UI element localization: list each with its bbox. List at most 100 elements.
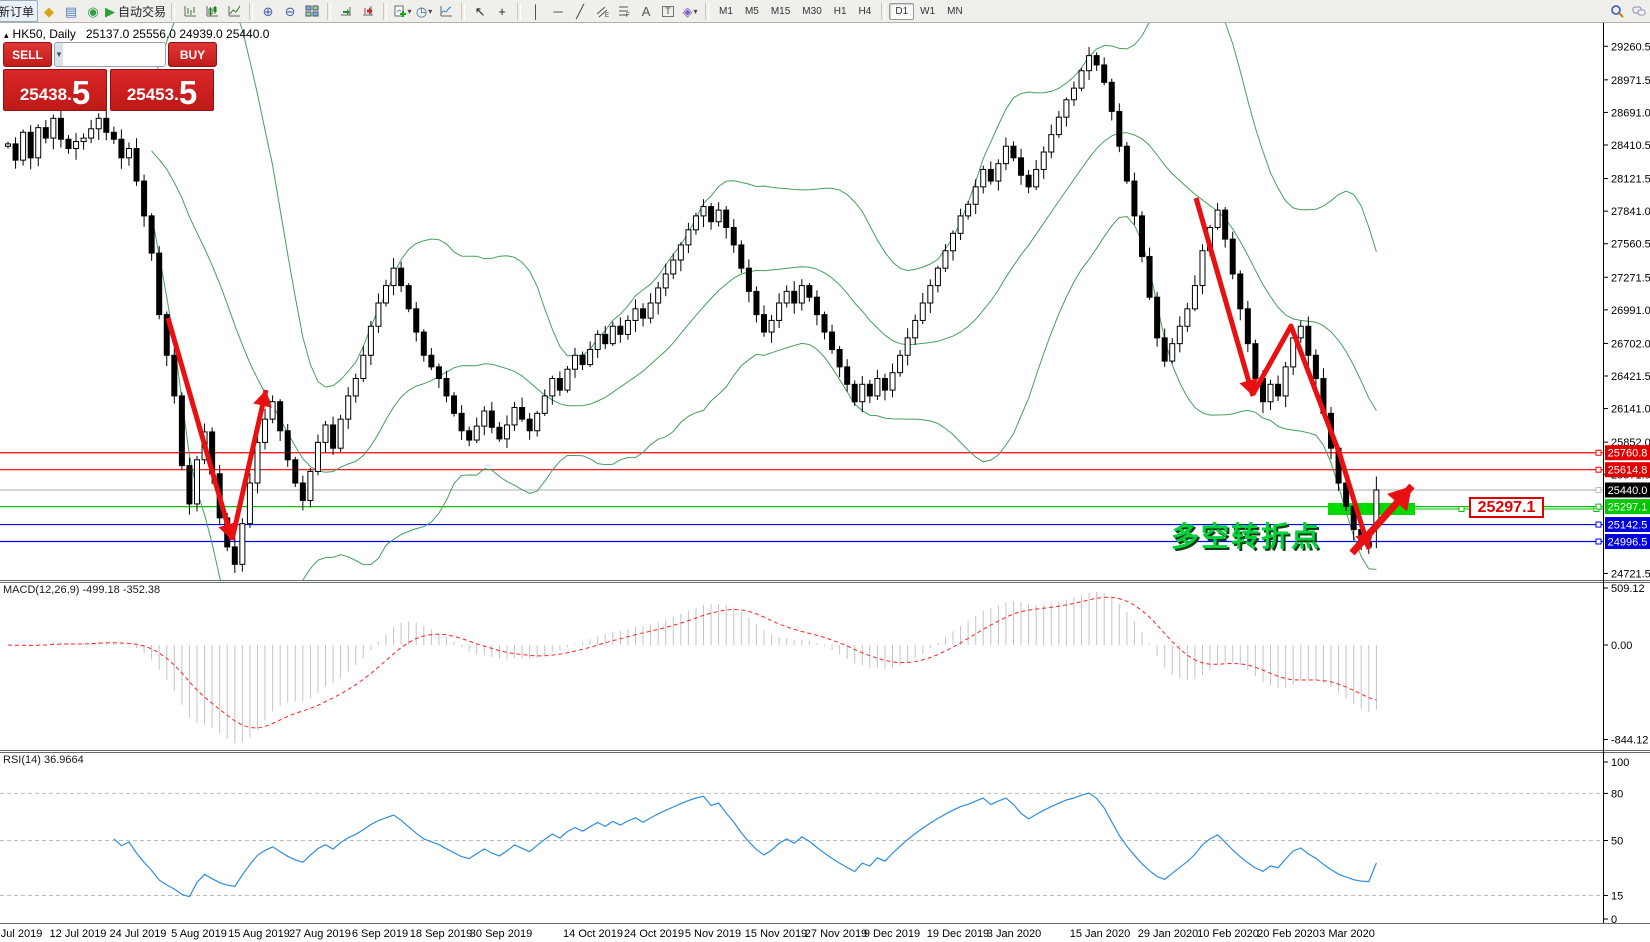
signal-icon[interactable]: ◉ <box>82 0 104 22</box>
trend-arrows[interactable] <box>165 197 1415 556</box>
price-axis[interactable]: 29260.5 28971.5 28691.0 28410.5 28121.5 27841… <box>1595 41 1650 926</box>
text-label-button[interactable]: T <box>657 0 679 22</box>
horizontal-line-button[interactable]: ─ <box>547 0 569 22</box>
date-tick-label: 19 Dec 2019 <box>927 928 989 940</box>
macd-histogram <box>15 592 1377 744</box>
svg-text:27271.5: 27271.5 <box>1611 272 1650 284</box>
sell-price-big: 5 <box>71 73 91 111</box>
toolbar-separator <box>249 2 254 20</box>
line-chart-button[interactable] <box>223 0 245 22</box>
trendline-icon: ╱ <box>576 3 584 19</box>
svg-text:E: E <box>605 13 609 18</box>
price-tag-25440.0: 25440.0 <box>1605 482 1650 498</box>
autotrading-button-label: 自动交易 <box>118 4 167 19</box>
candlestick-chart-button[interactable] <box>201 0 223 22</box>
timeframe-H4-button[interactable]: H4 <box>858 5 872 17</box>
tile-windows-button[interactable] <box>301 0 323 22</box>
bars-icon <box>184 6 197 17</box>
new-chart-button[interactable]: ▾ <box>391 0 413 22</box>
collapse-quote-icon[interactable]: ▴ <box>4 30 9 40</box>
timeframe-M1-button[interactable]: M1 <box>719 5 733 17</box>
svg-text:100: 100 <box>1611 757 1629 769</box>
timeframe-MN-button[interactable]: MN <box>947 5 963 17</box>
date-tick-label: 15 Nov 2019 <box>745 928 807 940</box>
period-selector-button[interactable]: ◷ ▾ <box>413 0 435 22</box>
date-tick-label: 10 Feb 2020 <box>1197 928 1259 940</box>
date-tick-label: 12 Jul 2019 <box>50 928 107 940</box>
timeframe-M30-button[interactable]: M30 <box>802 5 822 17</box>
date-tick-label: 15 Jan 2020 <box>1070 928 1131 940</box>
autotrading-button[interactable]: ▶ 自动交易 <box>104 0 167 22</box>
svg-text:24996.5: 24996.5 <box>1608 537 1648 549</box>
trendline-button[interactable]: ╱ <box>569 0 591 22</box>
text-icon: A <box>641 3 651 19</box>
indicators-button[interactable] <box>435 0 457 22</box>
arrows-tool-button[interactable]: ◈ ▾ <box>679 0 701 22</box>
cursor-button[interactable]: ↖ <box>469 0 491 22</box>
timeframe-D1-button[interactable]: D1 <box>889 2 915 20</box>
macd-indicator-label: MACD(12,26,9) -499.18 -352.38 <box>3 584 161 596</box>
timeframe-M5-button[interactable]: M5 <box>744 5 759 17</box>
svg-text:25297.1: 25297.1 <box>1608 502 1648 514</box>
svg-text:0.00: 0.00 <box>1611 640 1632 652</box>
svg-text:28691.0: 28691.0 <box>1611 107 1650 119</box>
buy-button[interactable]: BUY <box>168 42 217 67</box>
data-window-icon[interactable]: ▤ <box>60 0 82 22</box>
timeframe-H1-button[interactable]: H1 <box>833 5 847 17</box>
svg-text:25440.0: 25440.0 <box>1608 485 1648 497</box>
period-selector-button-caret: ▾ <box>428 6 433 16</box>
timeframe-M15-button[interactable]: M15 <box>770 5 791 17</box>
toolbar-separator <box>705 2 710 20</box>
timeframe-W1-button[interactable]: W1 <box>920 5 936 17</box>
svg-text:24721.5: 24721.5 <box>1611 568 1650 580</box>
toolbar-separator <box>461 2 466 20</box>
indicator-icon <box>440 6 453 17</box>
chat-icon[interactable] <box>1628 0 1650 22</box>
volume-input[interactable] <box>62 43 165 66</box>
candlestick-series <box>5 46 1380 574</box>
macd-signal-line <box>7 596 1377 729</box>
auto-scroll-button[interactable] <box>335 0 357 22</box>
zoom-out-button[interactable]: ⊖ <box>279 0 301 22</box>
sell-price-box[interactable]: 25438. 5 <box>3 69 107 111</box>
channel-icon: E <box>596 6 609 18</box>
date-tick-label: 1 Jul 2019 <box>0 928 42 940</box>
text-button[interactable]: A <box>635 0 657 22</box>
volume-down-button[interactable]: ▼ <box>55 43 63 66</box>
gold-ingot-icon[interactable]: ◆ <box>38 0 60 22</box>
price-tag-25614.8: 25614.8 <box>1605 462 1650 478</box>
price-tag-25760.8: 25760.8 <box>1605 445 1650 461</box>
crosshair-icon: + <box>498 3 506 19</box>
zoom-out-icon: ⊖ <box>284 3 296 19</box>
equidistant-channel-button[interactable]: E <box>591 0 613 22</box>
search-icon[interactable] <box>1606 0 1628 22</box>
turning-point-annotation[interactable]: 多空转折点 <box>1171 521 1322 552</box>
rsi-line <box>113 792 1377 898</box>
chart-title: ▴ HK50, Daily 25137.0 25556.0 24939.0 2544… <box>4 27 269 41</box>
price-tag-25297.1: 25297.1 <box>1605 499 1650 515</box>
toolbar-separator <box>327 2 332 20</box>
autoscroll-icon <box>341 7 352 16</box>
sell-button[interactable]: SELL <box>3 42 52 67</box>
vertical-line-button[interactable]: │ <box>525 0 547 22</box>
price-level-label[interactable]: 25297.1 <box>1469 497 1544 518</box>
bar-chart-button[interactable] <box>179 0 201 22</box>
crosshair-button[interactable]: + <box>491 0 513 22</box>
chartshift-icon <box>363 6 374 16</box>
new-order-button[interactable]: 新订单 <box>0 0 39 22</box>
zoom-in-button[interactable]: ⊕ <box>257 0 279 22</box>
toolbar-separator <box>881 2 886 20</box>
buy-price-box[interactable]: 25453. 5 <box>110 69 214 111</box>
chart-shift-button[interactable] <box>357 0 379 22</box>
toolbar-separator <box>383 2 388 20</box>
svg-text:27560.5: 27560.5 <box>1611 239 1650 251</box>
svg-text:50: 50 <box>1611 836 1623 848</box>
svg-text:26141.0: 26141.0 <box>1611 404 1650 416</box>
candles-icon <box>206 6 219 17</box>
svg-text:F: F <box>626 13 630 18</box>
fibonacci-button[interactable]: F <box>613 0 635 22</box>
svg-text:-844.12: -844.12 <box>1611 734 1648 746</box>
horizontal-line-icon: ─ <box>553 3 563 19</box>
